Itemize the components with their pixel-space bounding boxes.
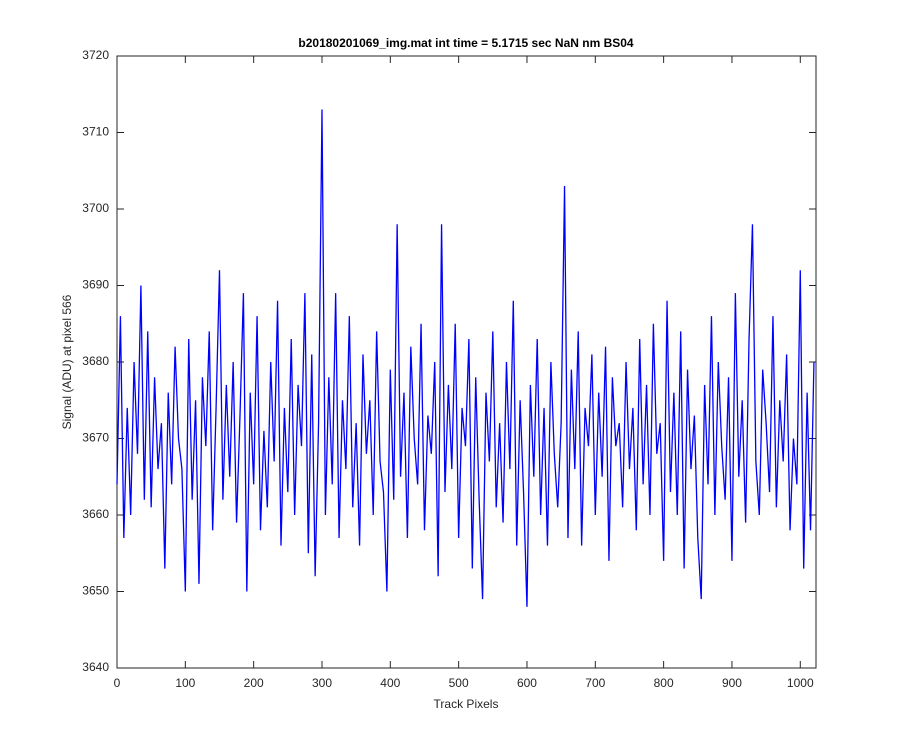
data-line: [116, 109, 815, 607]
y-axis-label: Signal (ADU) at pixel 566: [60, 294, 74, 429]
x-tick-label: 400: [380, 676, 400, 690]
y-tick-label: 3670: [82, 431, 109, 445]
y-tick-label: 3720: [82, 48, 109, 62]
y-tick-label: 3640: [82, 660, 109, 674]
y-tick-label: 3680: [82, 354, 109, 368]
x-tick-label: 300: [312, 676, 332, 690]
chart-title: b20180201069_img.mat int time = 5.1715 s…: [298, 36, 634, 50]
x-tick-label: 100: [175, 676, 195, 690]
x-tick-label: 800: [654, 676, 674, 690]
x-tick-label: 500: [449, 676, 469, 690]
y-tick-label: 3660: [82, 507, 109, 521]
x-axis-label: Track Pixels: [434, 697, 499, 711]
x-tick-label: 1000: [787, 676, 814, 690]
x-tick-label: 0: [114, 676, 121, 690]
y-tick-label: 3710: [82, 125, 109, 139]
y-tick-label: 3700: [82, 201, 109, 215]
y-tick-label: 3690: [82, 278, 109, 292]
x-tick-label: 900: [722, 676, 742, 690]
y-tick-label: 3650: [82, 584, 109, 598]
x-tick-label: 600: [517, 676, 537, 690]
x-tick-label: 700: [585, 676, 605, 690]
x-tick-label: 200: [244, 676, 264, 690]
